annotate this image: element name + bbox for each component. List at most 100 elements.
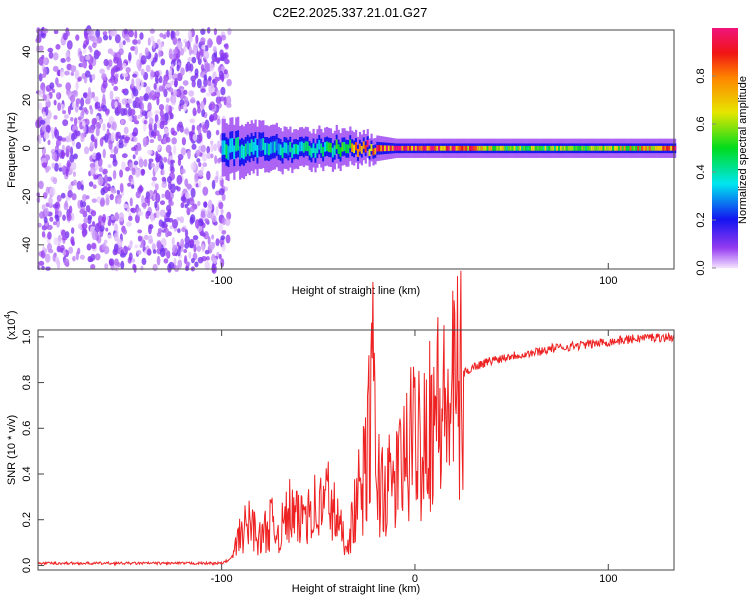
noise-speck [48, 196, 53, 206]
noise-speck [101, 243, 107, 251]
noise-speck [132, 154, 136, 160]
noise-speck [219, 49, 224, 57]
noise-speck [140, 168, 146, 176]
noise-speck [191, 79, 196, 88]
noise-speck [52, 52, 59, 61]
noise-speck [128, 29, 134, 38]
band-core [579, 145, 582, 151]
band-core [430, 145, 433, 151]
noise-speck [192, 133, 198, 142]
noise-speck [54, 129, 60, 139]
noise-speck [55, 214, 60, 222]
noise-speck [62, 214, 66, 221]
noise-speck [220, 86, 226, 96]
noise-speck [176, 64, 180, 72]
colorbar-cell [712, 68, 738, 71]
noise-speck [140, 265, 144, 271]
noise-speck [213, 28, 217, 36]
noise-speck [212, 112, 218, 121]
noise-speck [135, 191, 141, 199]
noise-speck [117, 102, 122, 113]
noise-speck [168, 261, 174, 270]
noise-speck [57, 210, 62, 218]
band-core [297, 144, 300, 155]
noise-speck [101, 73, 107, 81]
scale-close: ) [6, 310, 18, 314]
band-core [672, 145, 675, 151]
noise-speck [69, 95, 76, 103]
noise-speck [87, 86, 91, 97]
band-core [355, 142, 358, 151]
noise-speck [56, 83, 63, 88]
noise-speck [102, 213, 107, 223]
noise-speck [88, 64, 93, 70]
noise-speck [226, 211, 232, 221]
band-core [407, 145, 410, 151]
colorbar-cell [712, 230, 738, 233]
noise-speck [216, 118, 221, 126]
band-core [648, 145, 652, 151]
noise-speck [195, 149, 201, 157]
noise-speck [147, 102, 152, 112]
noise-speck [39, 119, 46, 125]
noise-speck [166, 250, 171, 259]
colorbar-cell [712, 184, 738, 187]
noise-speck [221, 243, 226, 252]
band-core [246, 141, 249, 155]
colorbar-cell [712, 122, 738, 125]
noise-speck [118, 135, 125, 140]
noise-speck [216, 89, 221, 98]
noise-speck [77, 223, 83, 230]
noise-speck [183, 248, 188, 254]
colorbar-cell [712, 86, 738, 89]
band-core [455, 145, 458, 151]
noise-speck [188, 45, 192, 56]
noise-speck [211, 234, 215, 240]
noise-speck [182, 80, 189, 86]
colorbar-cell [712, 152, 738, 155]
spectrogram-plot: 40 20 0 -20 -40 -100 100 [21, 25, 677, 287]
band-core [275, 139, 278, 151]
noise-speck [105, 194, 110, 199]
noise-speck [202, 186, 209, 196]
noise-speck [177, 228, 181, 234]
band-core [530, 145, 534, 151]
noise-speck [98, 166, 104, 173]
band-core [235, 137, 238, 152]
noise-speck [159, 32, 164, 38]
noise-speck [190, 162, 197, 171]
band-core [279, 144, 282, 156]
noise-speck [96, 121, 101, 130]
noise-speck [83, 124, 87, 133]
colorbar-cell [712, 240, 738, 243]
noise-speck [50, 126, 54, 134]
noise-speck [204, 45, 209, 52]
colorbar-tick-label: 0.4 [695, 164, 707, 179]
noise-speck [166, 204, 172, 213]
noise-speck [53, 115, 58, 120]
noise-speck [156, 96, 160, 106]
band-core [540, 145, 543, 151]
noise-speck [139, 243, 144, 249]
colorbar-cell [712, 94, 738, 97]
band-core [588, 145, 592, 151]
noise-speck [215, 95, 222, 105]
colorbar-cell [712, 34, 738, 37]
noise-speck [151, 176, 158, 182]
noise-speck [68, 246, 74, 255]
colorbar-cell [712, 80, 738, 83]
noise-speck [138, 158, 144, 168]
colorbar-cell [712, 220, 738, 223]
noise-speck [57, 135, 63, 142]
band-core [256, 145, 259, 158]
noise-speck [41, 146, 47, 156]
band-core [614, 145, 617, 151]
colorbar-cell [712, 170, 738, 173]
noise-speck [227, 27, 232, 36]
noise-speck [61, 103, 65, 112]
colorbar-cell [712, 54, 738, 57]
band-core [608, 145, 611, 151]
band-core [393, 145, 396, 151]
band-core [567, 145, 570, 151]
colorbar-cell [712, 136, 738, 139]
